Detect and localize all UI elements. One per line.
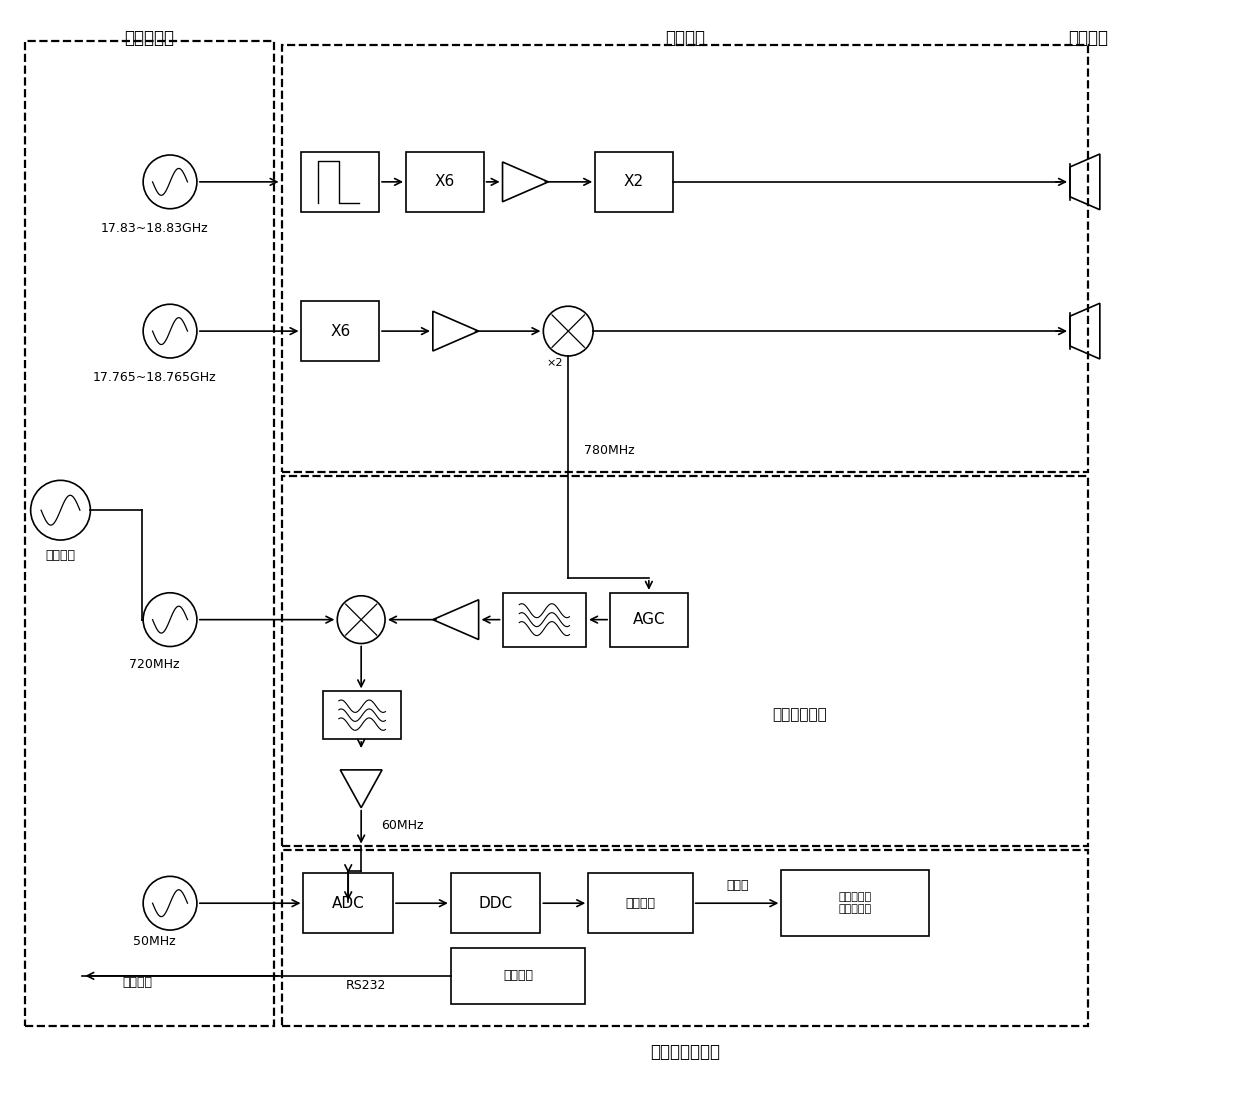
Bar <box>588 873 693 933</box>
Text: DDC: DDC <box>479 895 512 911</box>
Bar <box>281 850 1087 1025</box>
Bar <box>405 152 484 211</box>
Text: 780MHz: 780MHz <box>584 444 635 456</box>
Text: 720MHz: 720MHz <box>129 658 180 671</box>
Text: ADC: ADC <box>332 895 365 911</box>
Bar <box>281 45 1087 472</box>
Bar <box>301 301 379 361</box>
Text: 射频前端: 射频前端 <box>665 29 704 46</box>
Text: X6: X6 <box>330 323 351 339</box>
Text: 60MHz: 60MHz <box>381 820 424 832</box>
Bar <box>281 476 1087 847</box>
Text: 数字中频模块: 数字中频模块 <box>771 706 827 722</box>
Text: 系统控制: 系统控制 <box>503 969 533 982</box>
Text: 参考时钟: 参考时钟 <box>46 550 76 562</box>
Bar <box>595 152 673 211</box>
Text: RS232: RS232 <box>346 979 387 992</box>
Text: 喇叭天线: 喇叭天线 <box>1068 29 1107 46</box>
Bar <box>502 593 587 647</box>
Text: ×2: ×2 <box>546 358 563 367</box>
Text: AGC: AGC <box>632 612 665 627</box>
Bar <box>781 870 929 936</box>
Bar <box>610 593 688 647</box>
Text: 17.83~18.83GHz: 17.83~18.83GHz <box>100 222 208 235</box>
Text: 50MHz: 50MHz <box>133 935 175 947</box>
Text: 上位机和图
像显示单元: 上位机和图 像显示单元 <box>838 892 872 914</box>
Bar <box>304 873 393 933</box>
Bar <box>324 691 401 739</box>
Bar <box>301 152 379 211</box>
Text: X6: X6 <box>435 175 455 189</box>
Text: 数据存储: 数据存储 <box>625 896 656 910</box>
Text: 17.765~18.765GHz: 17.765~18.765GHz <box>92 372 216 384</box>
Text: 采样时钟: 采样时钟 <box>123 977 153 989</box>
Text: 信号采集处理板: 信号采集处理板 <box>650 1044 719 1061</box>
Text: X2: X2 <box>624 175 644 189</box>
Text: 以太网: 以太网 <box>727 879 749 892</box>
Bar <box>25 41 274 1025</box>
Bar <box>451 873 541 933</box>
Bar <box>451 948 585 1003</box>
Text: 频率综合器: 频率综合器 <box>124 29 174 46</box>
